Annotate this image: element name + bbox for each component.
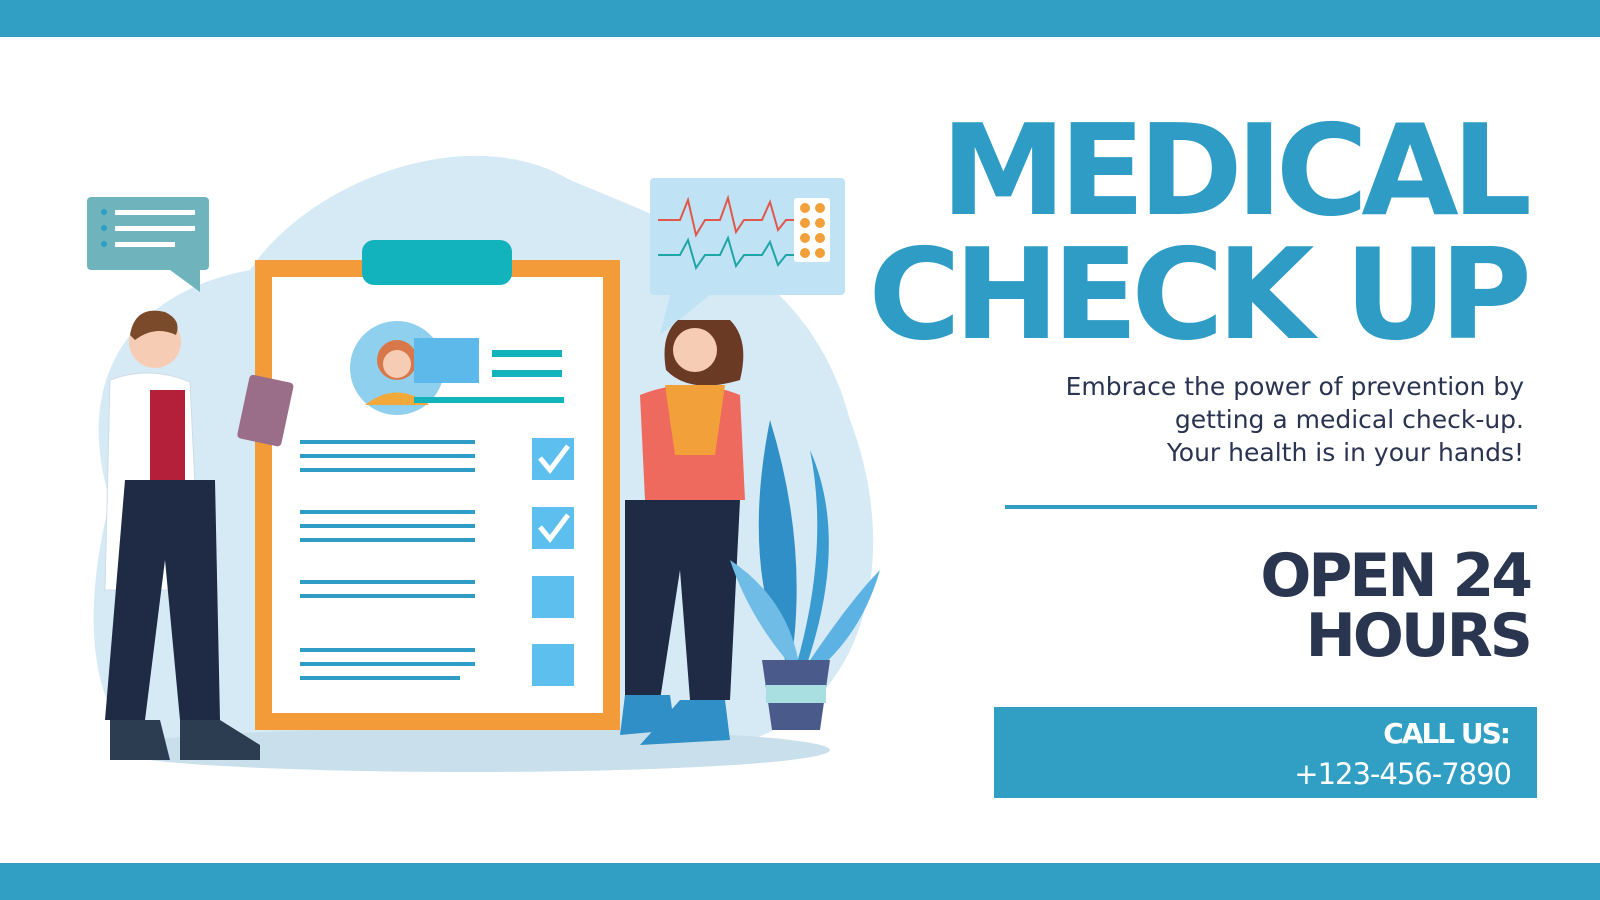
phone-number[interactable]: +123-456-7890 (1294, 757, 1512, 791)
clipboard-checklist-icon (255, 240, 620, 730)
hours-line-1: OPEN 24 (1260, 541, 1533, 611)
top-accent-bar (0, 0, 1600, 37)
title-line-2: CHECK UP (868, 221, 1532, 368)
divider (1005, 505, 1537, 509)
heart-rate-monitor-icon (650, 178, 845, 335)
tagline-line: getting a medical check-up. (1174, 405, 1524, 434)
potted-plant-icon (730, 420, 880, 730)
tagline-line: Embrace the power of prevention by (1065, 372, 1524, 401)
chat-bubble-icon (87, 197, 209, 292)
patient-figure-icon (620, 320, 745, 745)
tagline-line: Your health is in your hands! (1166, 438, 1524, 467)
title-line-1: MEDICAL (940, 97, 1532, 244)
bottom-accent-bar (0, 863, 1600, 900)
medical-checkup-illustration (87, 155, 880, 772)
hours-heading: OPEN 24 HOURS (1260, 541, 1533, 671)
tagline: Embrace the power of prevention by getti… (924, 370, 1524, 469)
hours-line-2: HOURS (1305, 601, 1533, 671)
call-us-box: CALL US: +123-456-7890 (994, 707, 1537, 798)
call-us-label: CALL US: (1383, 717, 1511, 750)
doctor-figure-icon (104, 310, 294, 760)
